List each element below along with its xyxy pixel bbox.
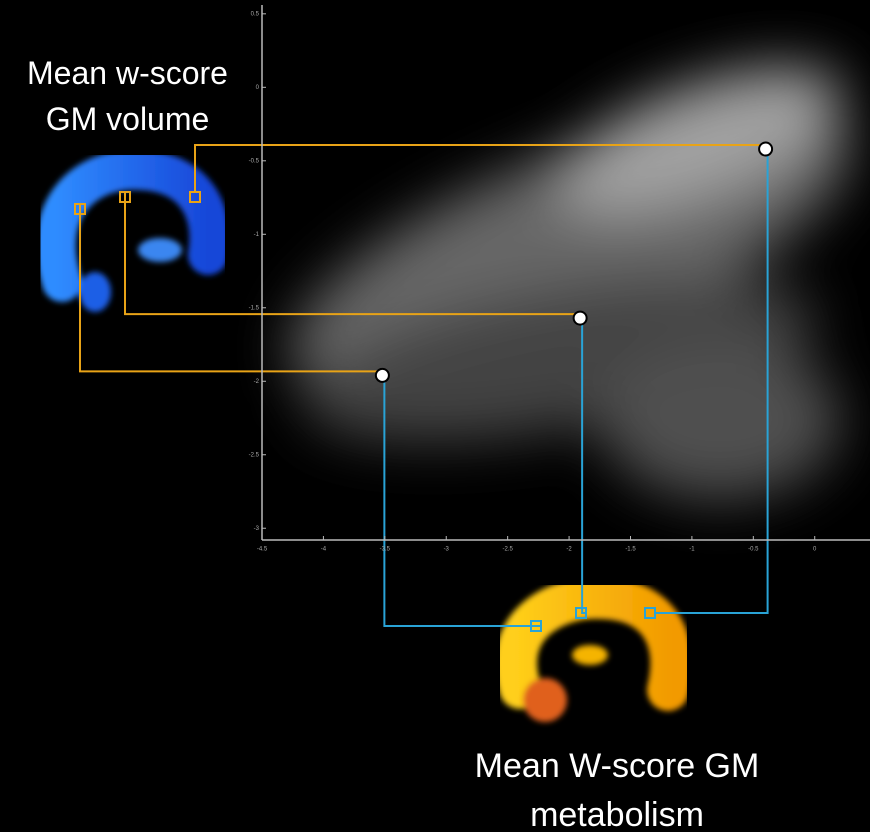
x-tick-label: -4: [321, 547, 327, 553]
x-tick-label: -2: [566, 547, 572, 553]
volume-label: Mean w-score GM volume: [15, 50, 240, 143]
x-tick-label: -1: [689, 547, 695, 553]
x-tick-label: -1.5: [625, 547, 636, 553]
metabolism-label: Mean W-score GM metabolism: [447, 742, 787, 832]
point: [574, 312, 587, 325]
figure: 0.5 0 -0.5 -1 -1.5 -2 -2.5 -3 -4.5 -4 -3.5 -3 -2.5 -2…: [0, 0, 870, 832]
point: [759, 143, 772, 156]
x-tick-label: 0: [813, 547, 817, 553]
x-tick-label: -0.5: [748, 547, 759, 553]
metabolism-brain: [516, 598, 671, 722]
x-tick-label: -3: [444, 547, 450, 553]
y-tick-label: -1.5: [249, 305, 260, 311]
y-tick-label: -1: [254, 232, 260, 238]
x-tick-label: -4.5: [257, 547, 268, 553]
y-tick-label: 0.5: [251, 11, 260, 17]
density-cloud: [256, 37, 870, 500]
y-tick-label: 0: [256, 85, 260, 91]
y-tick-label: -2.5: [249, 452, 260, 458]
y-tick-label: -2: [254, 379, 260, 385]
x-tick-label: -3.5: [380, 547, 391, 553]
y-tick-label: -3: [254, 526, 260, 532]
volume-brain: [56, 170, 210, 312]
point: [376, 369, 389, 382]
x-tick-label: -2.5: [502, 547, 513, 553]
y-tick-label: -0.5: [249, 158, 260, 164]
